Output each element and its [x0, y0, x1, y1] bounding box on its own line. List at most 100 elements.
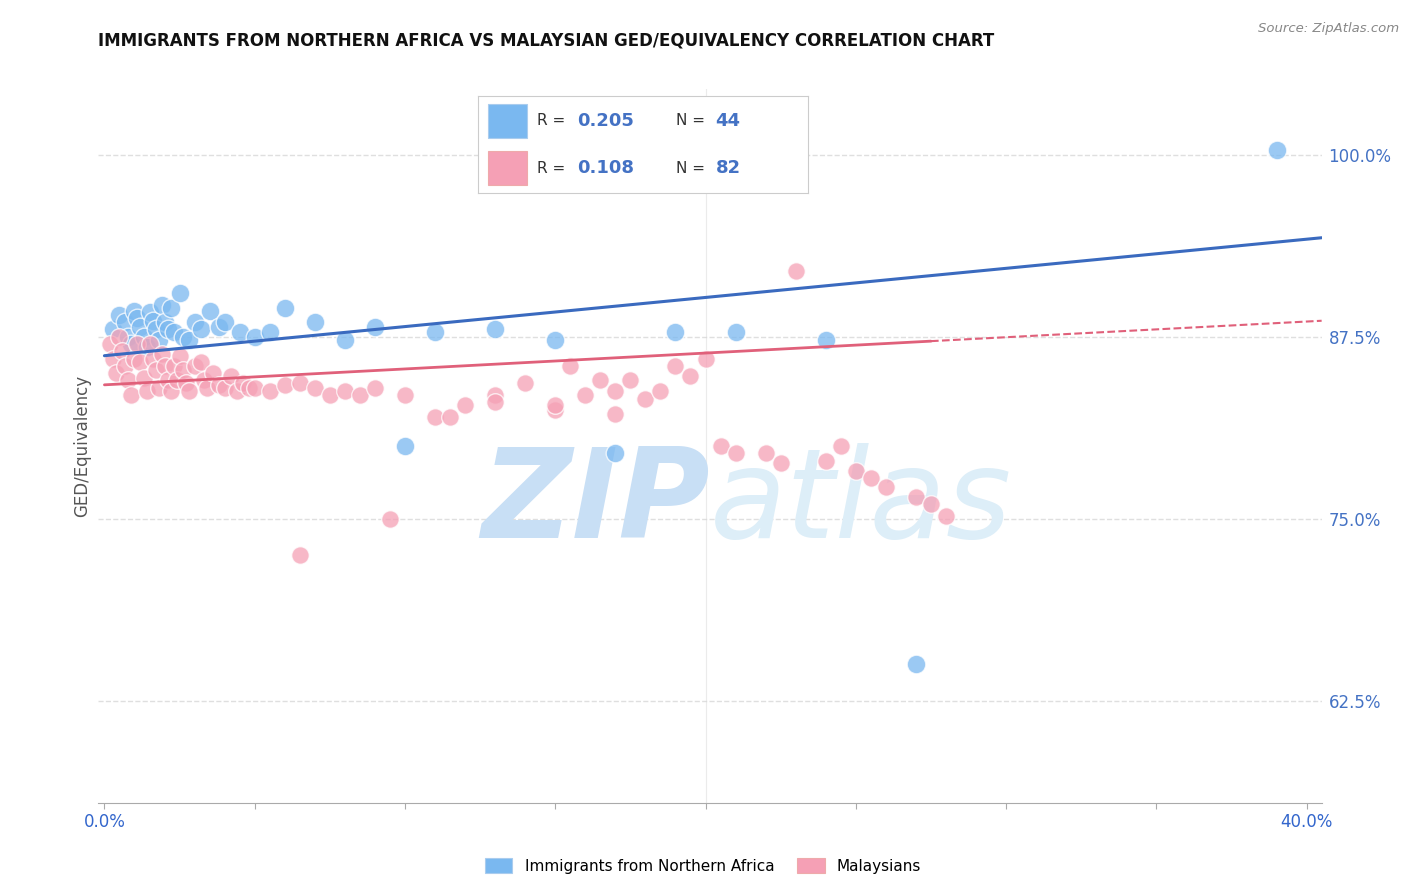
Point: [156, 374, 179, 388]
Point: [214, 381, 236, 395]
Point: [114, 315, 136, 329]
Point: [605, 384, 627, 398]
Point: [150, 347, 173, 361]
Point: [219, 369, 242, 384]
Point: [183, 315, 205, 329]
Point: [378, 512, 401, 526]
Point: [709, 439, 731, 453]
Point: [619, 374, 641, 388]
Point: [195, 381, 218, 395]
Point: [103, 322, 125, 336]
Point: [695, 351, 717, 366]
Point: [129, 354, 152, 368]
Point: [904, 657, 927, 672]
Point: [232, 376, 254, 391]
Point: [108, 308, 131, 322]
Point: [724, 326, 747, 340]
Point: [319, 388, 342, 402]
Point: [574, 388, 596, 402]
Point: [333, 384, 356, 398]
Point: [785, 264, 807, 278]
Point: [515, 376, 537, 391]
Point: [177, 333, 200, 347]
Point: [484, 322, 506, 336]
Point: [190, 354, 212, 368]
Text: IMMIGRANTS FROM NORTHERN AFRICA VS MALAYSIAN GED/EQUIVALENCY CORRELATION CHART: IMMIGRANTS FROM NORTHERN AFRICA VS MALAY…: [98, 31, 994, 49]
Point: [127, 337, 149, 351]
Point: [117, 330, 139, 344]
Point: [141, 314, 163, 328]
Point: [166, 374, 188, 388]
Point: [201, 366, 224, 380]
Point: [132, 370, 155, 384]
Point: [544, 402, 567, 417]
Point: [814, 333, 837, 347]
Point: [259, 384, 281, 398]
Point: [238, 381, 260, 395]
Point: [145, 322, 167, 336]
Point: [484, 395, 506, 409]
Point: [364, 319, 387, 334]
Point: [121, 388, 143, 402]
Point: [243, 330, 266, 344]
Point: [150, 298, 173, 312]
Point: [172, 330, 194, 344]
Point: [117, 374, 139, 388]
Point: [208, 377, 231, 392]
Point: [108, 330, 131, 344]
Point: [634, 392, 657, 407]
Point: [589, 374, 612, 388]
Point: [875, 480, 897, 494]
Point: [100, 337, 122, 351]
Point: [769, 457, 792, 471]
Point: [159, 301, 181, 315]
Point: [454, 398, 477, 412]
Point: [135, 340, 157, 354]
Text: Source: ZipAtlas.com: Source: ZipAtlas.com: [1258, 22, 1399, 36]
Point: [148, 381, 170, 395]
Point: [259, 326, 281, 340]
Point: [845, 464, 868, 478]
Point: [664, 359, 686, 373]
Point: [333, 333, 356, 347]
Point: [156, 322, 179, 336]
Point: [114, 359, 136, 373]
Point: [439, 409, 461, 424]
Point: [135, 384, 157, 398]
Point: [560, 359, 582, 373]
Point: [679, 369, 702, 384]
Point: [830, 439, 852, 453]
Point: [138, 337, 160, 351]
Point: [544, 398, 567, 412]
Y-axis label: GED/Equivalency: GED/Equivalency: [73, 375, 91, 517]
Point: [111, 344, 134, 359]
Point: [172, 363, 194, 377]
Point: [132, 330, 155, 344]
Point: [193, 374, 215, 388]
Point: [544, 333, 567, 347]
Point: [859, 471, 882, 485]
Point: [484, 388, 506, 402]
Point: [162, 326, 184, 340]
Point: [605, 407, 627, 421]
Point: [153, 315, 176, 329]
Point: [650, 384, 672, 398]
Point: [103, 351, 125, 366]
Point: [124, 351, 146, 366]
Text: ZIP: ZIP: [481, 442, 710, 564]
Point: [190, 322, 212, 336]
Point: [225, 384, 247, 398]
Point: [288, 376, 311, 391]
Point: [105, 366, 128, 380]
Point: [159, 384, 181, 398]
Point: [423, 326, 446, 340]
Point: [208, 319, 231, 334]
Point: [183, 359, 205, 373]
Point: [243, 381, 266, 395]
Point: [177, 384, 200, 398]
Point: [935, 508, 957, 523]
Point: [129, 319, 152, 334]
Point: [288, 548, 311, 562]
Point: [423, 409, 446, 424]
Point: [169, 286, 191, 301]
